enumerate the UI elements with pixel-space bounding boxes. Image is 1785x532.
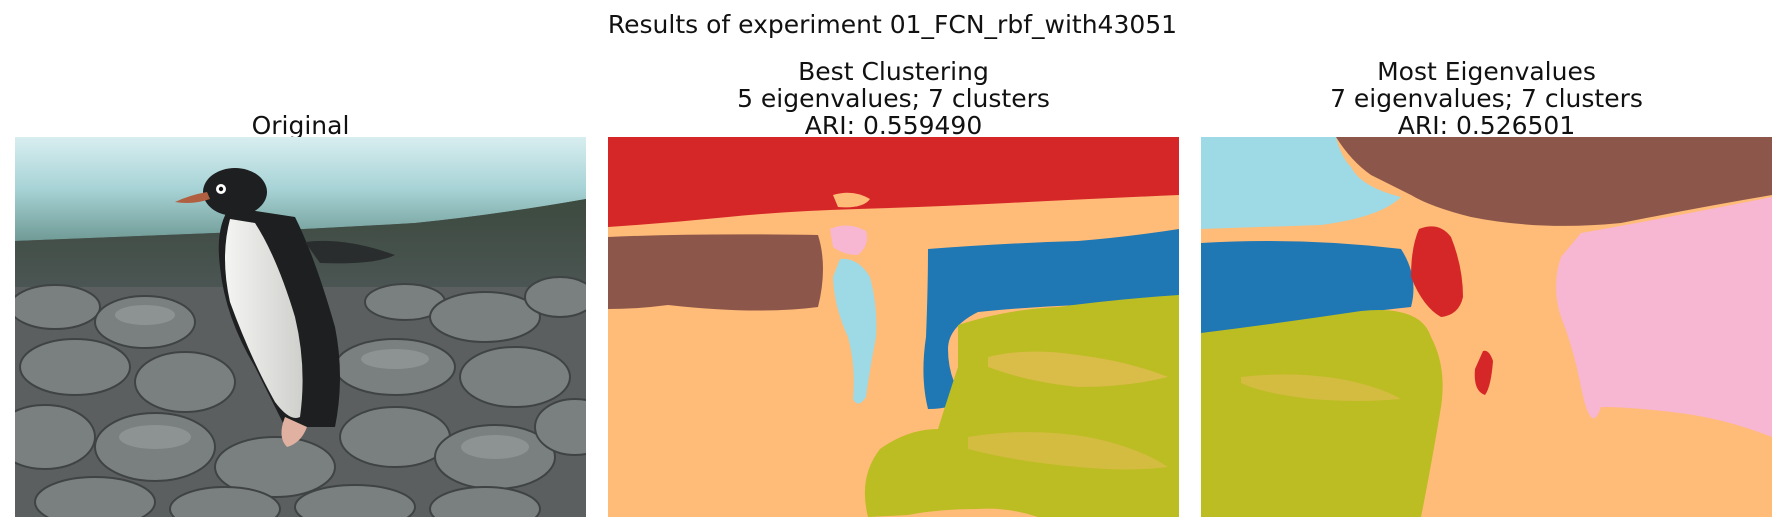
panel-best-clustering: Best Clustering 5 eigenvalues; 7 cluster… xyxy=(608,0,1179,532)
panel-title-line: Original xyxy=(251,111,350,140)
most-eigenvalues-image xyxy=(1201,137,1772,517)
panel-title: Most Eigenvalues 7 eigenvalues; 7 cluste… xyxy=(1201,58,1772,139)
panel-title-line: Best Clustering xyxy=(798,57,989,86)
panel-title: Best Clustering 5 eigenvalues; 7 cluster… xyxy=(608,58,1179,139)
penguin-photo xyxy=(15,137,586,517)
panel-title: Original xyxy=(15,112,586,139)
original-image xyxy=(15,137,586,517)
panel-title-line: 5 eigenvalues; 7 clusters xyxy=(737,84,1050,113)
figure-suptitle: Results of experiment 01_FCN_rbf_with430… xyxy=(607,10,1178,39)
panel-title-line: ARI: 0.559490 xyxy=(804,111,983,140)
best-clustering-image xyxy=(608,137,1179,517)
panel-most-eigenvalues: Most Eigenvalues 7 eigenvalues; 7 cluste… xyxy=(1201,0,1772,532)
panel-title-line: Most Eigenvalues xyxy=(1377,57,1596,86)
panel-title-line: 7 eigenvalues; 7 clusters xyxy=(1330,84,1643,113)
panel-original: Original xyxy=(15,0,586,532)
segmentation-map xyxy=(1201,137,1772,517)
panel-title-line: ARI: 0.526501 xyxy=(1397,111,1576,140)
segmentation-map xyxy=(608,137,1179,517)
